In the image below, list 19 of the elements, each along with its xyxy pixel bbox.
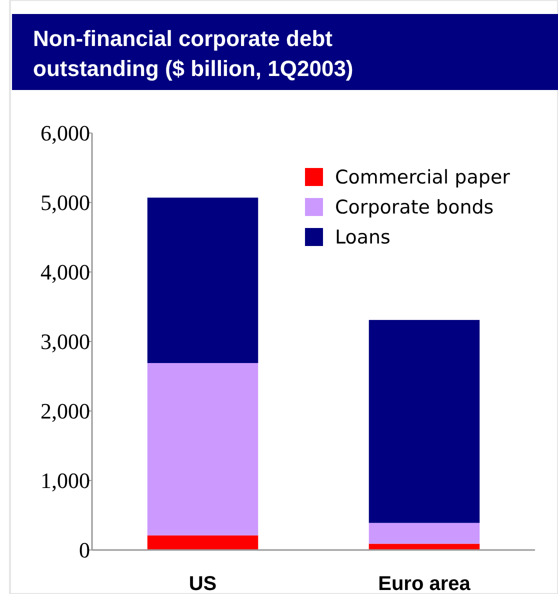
legend-label: Corporate bonds xyxy=(335,196,494,219)
chart-title: Non-financial corporate debt outstanding ($ billion, 1Q2003) xyxy=(33,26,354,81)
bar xyxy=(368,320,480,523)
y-tick-label: 3,000 xyxy=(40,329,90,354)
y-tick-label: 2,000 xyxy=(40,398,90,424)
x-tick-label: Euro area xyxy=(378,573,472,594)
y-tick-label: 0 xyxy=(79,538,90,563)
y-tick-label: 6,000 xyxy=(40,120,90,146)
legend-label: Loans xyxy=(335,226,390,249)
legend-label: Commercial paper xyxy=(335,166,510,189)
y-tick-label: 1,000 xyxy=(40,468,90,494)
y-tick-label: 4,000 xyxy=(40,260,90,285)
bar xyxy=(368,522,480,544)
bar xyxy=(147,363,258,536)
bar xyxy=(368,544,480,550)
y-tick-label: 5,000 xyxy=(40,190,90,216)
bar xyxy=(147,198,258,364)
bar xyxy=(147,535,258,550)
x-tick-label: US xyxy=(188,573,217,594)
